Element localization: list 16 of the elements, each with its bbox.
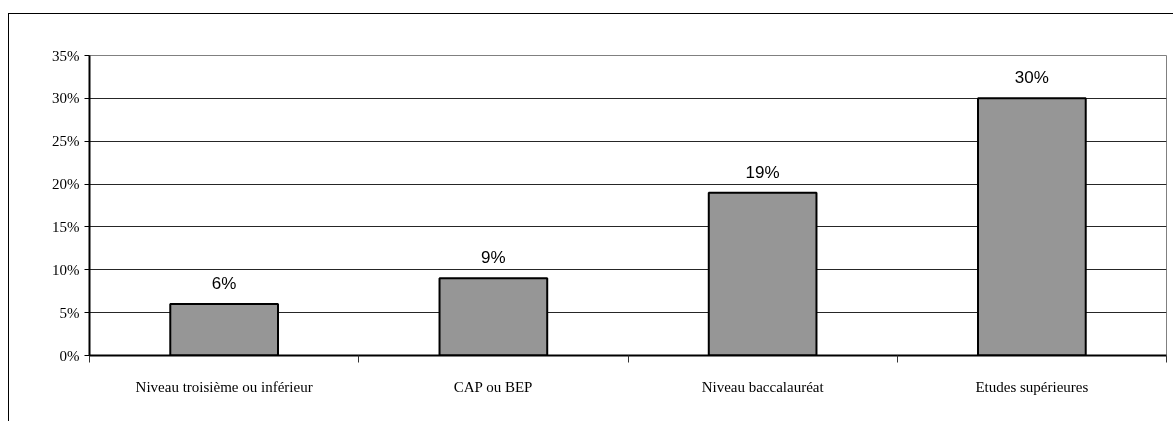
y-tick-label: 35% (52, 47, 80, 64)
data-label: 6% (211, 274, 237, 294)
x-tick-label: Niveau troisième ou inférieur (135, 378, 313, 395)
data-label: 30% (1014, 68, 1049, 88)
y-tick-label: 0% (59, 347, 80, 364)
y-tick-label: 15% (52, 218, 80, 235)
y-tick-label: 5% (59, 304, 80, 321)
y-tick-label: 25% (52, 133, 80, 150)
x-tick-label: Niveau baccalauréat (701, 378, 825, 395)
y-tick-label: 20% (52, 176, 80, 193)
y-tick-label: 30% (52, 90, 80, 107)
data-label: 9% (481, 248, 506, 268)
y-tick-label: 10% (52, 261, 80, 278)
data-label: 19% (745, 162, 780, 182)
x-tick-label: CAP ou BEP (453, 378, 533, 395)
x-tick-label: Etudes supérieures (975, 378, 1089, 395)
